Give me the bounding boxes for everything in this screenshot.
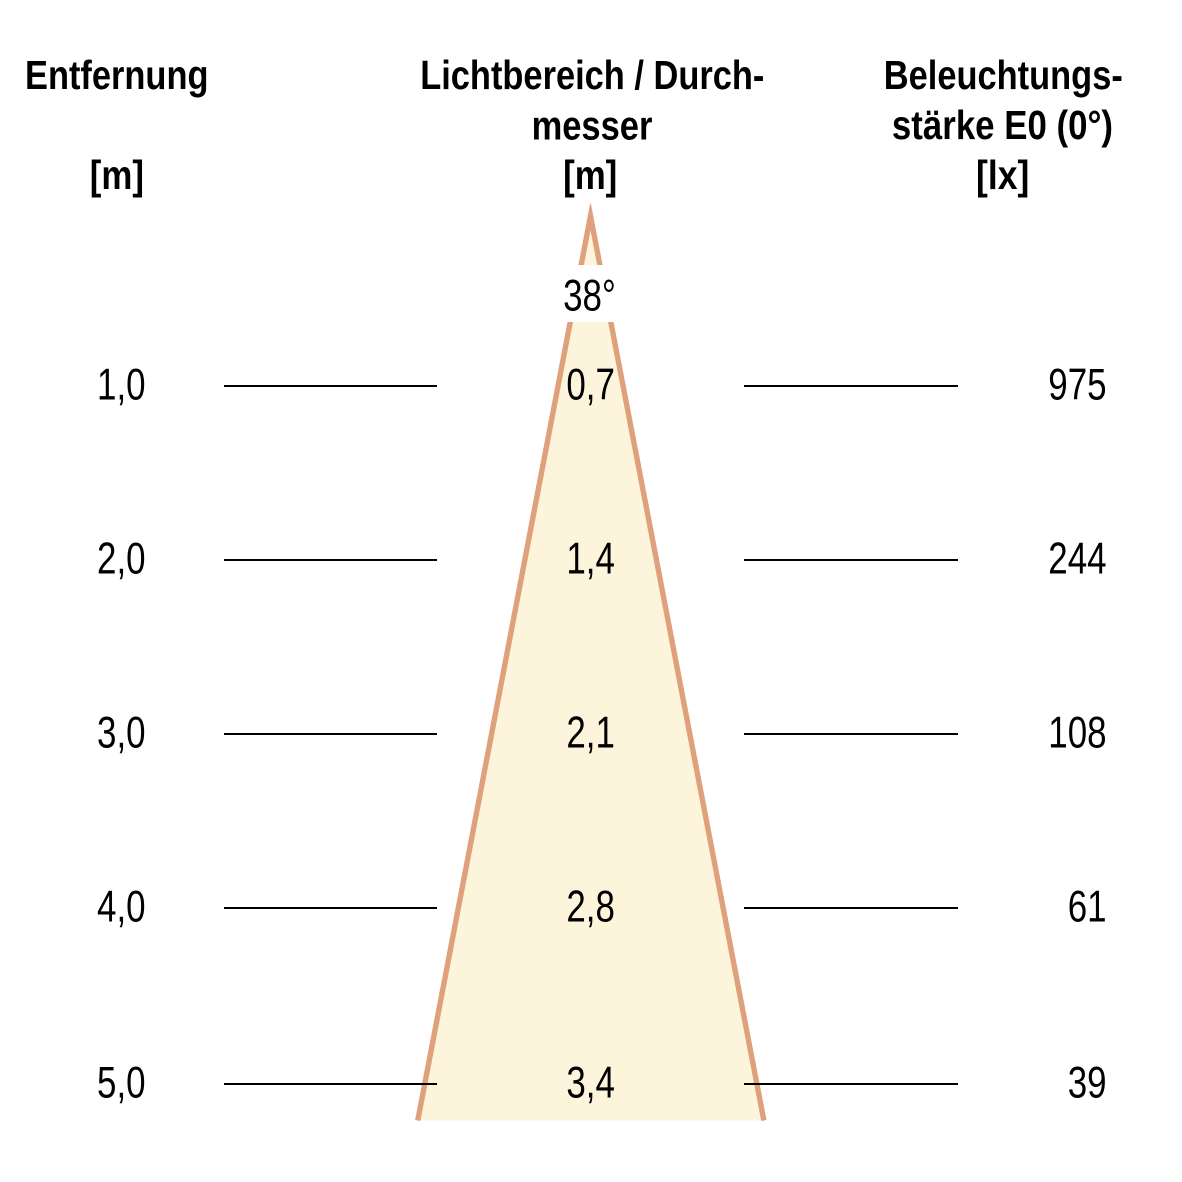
svg-text:61: 61 (1068, 883, 1107, 932)
svg-text:stärke E0 (0°): stärke E0 (0°) (892, 104, 1113, 149)
svg-text:39: 39 (1068, 1059, 1107, 1108)
svg-text:2,8: 2,8 (566, 883, 615, 932)
svg-text:messer: messer (532, 104, 653, 149)
svg-text:1,0: 1,0 (97, 361, 146, 410)
svg-text:Lichtbereich / Durch-: Lichtbereich / Durch- (420, 53, 764, 98)
svg-text:[lx]: [lx] (976, 153, 1029, 199)
svg-text:4,0: 4,0 (97, 883, 146, 932)
svg-text:2,1: 2,1 (566, 709, 615, 758)
svg-text:[m]: [m] (90, 153, 144, 198)
svg-text:244: 244 (1048, 535, 1106, 584)
svg-text:3,4: 3,4 (566, 1059, 615, 1108)
svg-text:[m]: [m] (563, 153, 617, 198)
svg-text:38°: 38° (563, 272, 616, 321)
svg-text:0,7: 0,7 (566, 361, 615, 410)
svg-text:1,4: 1,4 (566, 535, 615, 584)
svg-text:Beleuchtungs-: Beleuchtungs- (884, 53, 1123, 98)
svg-text:975: 975 (1048, 361, 1106, 410)
svg-text:3,0: 3,0 (97, 709, 146, 758)
svg-text:2,0: 2,0 (97, 535, 146, 584)
svg-text:108: 108 (1048, 709, 1106, 758)
svg-text:Entfernung: Entfernung (25, 53, 209, 98)
svg-text:5,0: 5,0 (97, 1059, 146, 1108)
